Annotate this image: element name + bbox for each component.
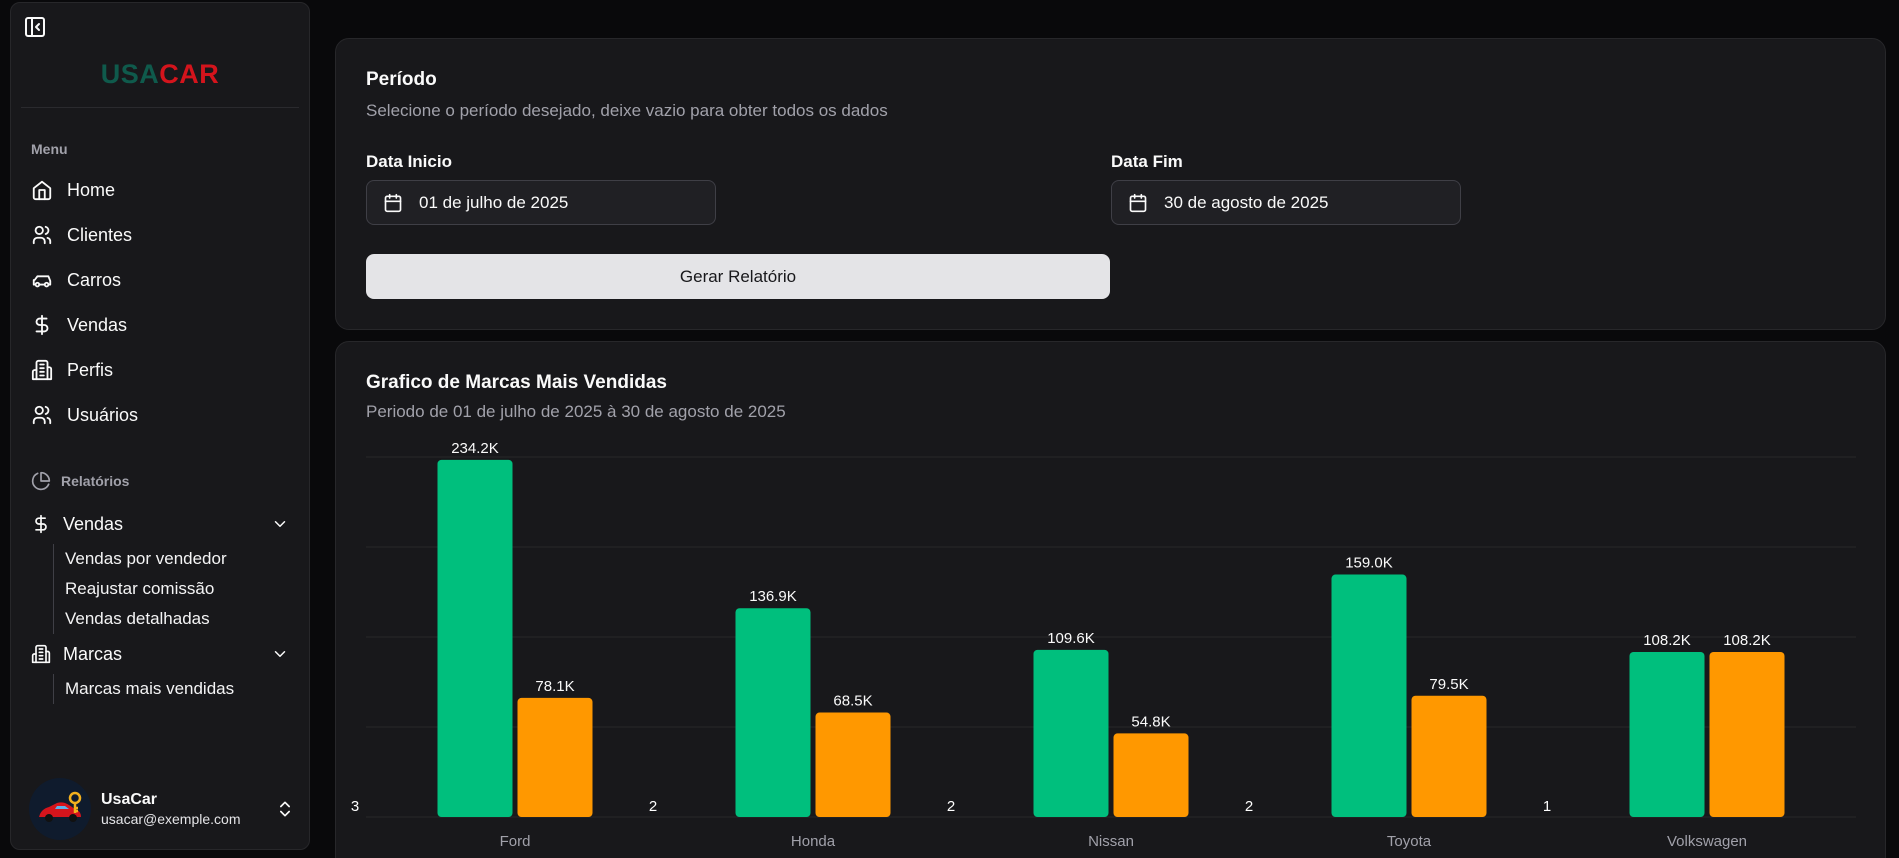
home-icon: [32, 180, 52, 201]
data-label: 78.1K: [535, 678, 574, 695]
submenu-item-marcas-mais-vendidas[interactable]: Marcas mais vendidas: [65, 679, 235, 698]
sidebar-item-home[interactable]: Home: [31, 174, 115, 206]
sidebar-item-clientes[interactable]: Clientes: [31, 219, 132, 251]
chart-subtitle: Periodo de 01 de julho de 2025 à 30 de a…: [366, 402, 786, 421]
x-tick-label: Ford: [500, 833, 531, 850]
bar-total-value[interactable]: [1629, 651, 1705, 817]
period-card: Período Selecione o período desejado, de…: [335, 38, 1886, 330]
user-name: UsaCar: [101, 791, 158, 808]
chevron-down-icon: [274, 651, 286, 657]
data-label: 54.8K: [1131, 713, 1170, 730]
sidebar-item-label: Clientes: [67, 224, 133, 245]
sidebar-item-label: Perfis: [67, 359, 114, 380]
x-tick-label: Volkswagen: [1667, 833, 1747, 850]
car-key-logo-icon: [39, 791, 82, 822]
bar-commission-value[interactable]: [815, 712, 891, 817]
data-label-count: 3: [351, 798, 359, 815]
chevron-down-icon: [274, 521, 286, 527]
sidebar-item-usuarios[interactable]: Usuários: [31, 399, 138, 431]
sidebar-toggle-button[interactable]: [23, 15, 47, 39]
data-label: 159.0K: [1345, 555, 1393, 572]
bar-commission-value[interactable]: [1709, 651, 1785, 817]
calendar-icon: [384, 193, 402, 212]
sidebar-item-perfis[interactable]: Perfis: [31, 354, 113, 386]
page-title-partial: [393, 0, 403, 4]
sidebar-item-carros[interactable]: Carros: [31, 264, 121, 296]
chart-title: Grafico de Marcas Mais Vendidas: [366, 372, 667, 393]
period-description: Selecione o período desejado, deixe vazi…: [366, 101, 888, 120]
pie-chart-icon: [31, 471, 51, 491]
start-date-label: Data Inicio: [366, 152, 452, 171]
data-label: 108.2K: [1723, 632, 1771, 649]
bar-total-value[interactable]: [1033, 649, 1109, 817]
data-label-count: 2: [947, 798, 955, 815]
sidebar-item-label: Marcas: [63, 643, 123, 664]
chevrons-up-down-icon: [280, 801, 290, 817]
bar-chart: Ford 3 234.2K 78.1K Honda 2 136.9K 68.5K Nissan 2…: [351, 440, 1856, 850]
sidebar-item-label: Home: [67, 179, 116, 200]
bar-commission-value[interactable]: [1411, 695, 1487, 817]
menu-group-label: Menu: [31, 141, 68, 157]
submenu-item-reajustar-comissao[interactable]: Reajustar comissão: [65, 579, 215, 598]
marcas-submenu: Marcas mais vendidas: [53, 674, 234, 704]
sidebar-item-label: Vendas: [67, 314, 128, 335]
bar-total-value[interactable]: [437, 459, 513, 817]
data-label-count: 2: [1245, 798, 1253, 815]
end-date-value: 30 de agosto de 2025: [1164, 192, 1329, 212]
data-label: 79.5K: [1429, 676, 1468, 693]
users-icon: [32, 225, 52, 245]
car-icon: [32, 275, 52, 288]
sidebar-item-label: Usuários: [67, 404, 139, 425]
submenu-item-vendas-por-vendedor[interactable]: Vendas por vendedor: [65, 549, 227, 568]
bar-total-value[interactable]: [735, 608, 811, 817]
building-icon: [31, 644, 51, 664]
end-date-label: Data Fim: [1111, 152, 1183, 171]
chart-card: Grafico de Marcas Mais Vendidas Periodo …: [335, 341, 1886, 858]
user-email: usacar@exemple.com: [101, 811, 241, 827]
user-menu[interactable]: UsaCar usacar@exemple.com: [29, 777, 295, 841]
x-tick-label: Toyota: [1387, 833, 1432, 850]
panel-left-close-icon: [25, 17, 45, 37]
submenu-item-vendas-detalhadas[interactable]: Vendas detalhadas: [65, 609, 210, 628]
dollar-icon: [35, 314, 49, 336]
data-label: 68.5K: [833, 693, 872, 710]
avatar: [29, 778, 91, 840]
users-icon: [32, 405, 52, 425]
bar-commission-value[interactable]: [1113, 733, 1189, 817]
brand-logo[interactable]: USACAR: [100, 59, 220, 89]
data-label-count: 2: [649, 798, 657, 815]
start-date-value: 01 de julho de 2025: [419, 192, 569, 212]
x-tick-label: Nissan: [1088, 833, 1134, 850]
start-date-picker[interactable]: 01 de julho de 2025: [366, 180, 716, 225]
reports-group-label: Relatórios: [31, 471, 129, 491]
data-label: 108.2K: [1643, 632, 1691, 649]
generate-report-button[interactable]: Gerar Relatório: [366, 254, 1110, 299]
sidebar-collapsible-marcas[interactable]: Marcas: [31, 639, 289, 669]
sidebar-collapsible-vendas[interactable]: Vendas: [31, 509, 289, 539]
data-label: 136.9K: [749, 588, 797, 605]
bar-commission-value[interactable]: [517, 697, 593, 817]
bar-total-value[interactable]: [1331, 574, 1407, 817]
data-label: 109.6K: [1047, 630, 1095, 647]
end-date-picker[interactable]: 30 de agosto de 2025: [1111, 180, 1461, 225]
data-label-count: 1: [1543, 798, 1551, 815]
data-label: 234.2K: [451, 440, 499, 457]
sidebar-item-vendas[interactable]: Vendas: [31, 309, 127, 341]
dollar-icon: [35, 514, 47, 534]
sidebar-item-label: Vendas: [63, 513, 124, 534]
sidebar-divider: [21, 107, 299, 108]
vendas-submenu: Vendas por vendedor Reajustar comissão V…: [53, 544, 227, 634]
calendar-icon: [1129, 193, 1147, 212]
building-icon: [31, 359, 53, 381]
sidebar: USACAR Menu Home Clientes Carros Vendas …: [10, 2, 310, 850]
x-tick-label: Honda: [791, 833, 836, 850]
sidebar-item-label: Carros: [67, 269, 122, 290]
period-title: Período: [366, 69, 437, 90]
